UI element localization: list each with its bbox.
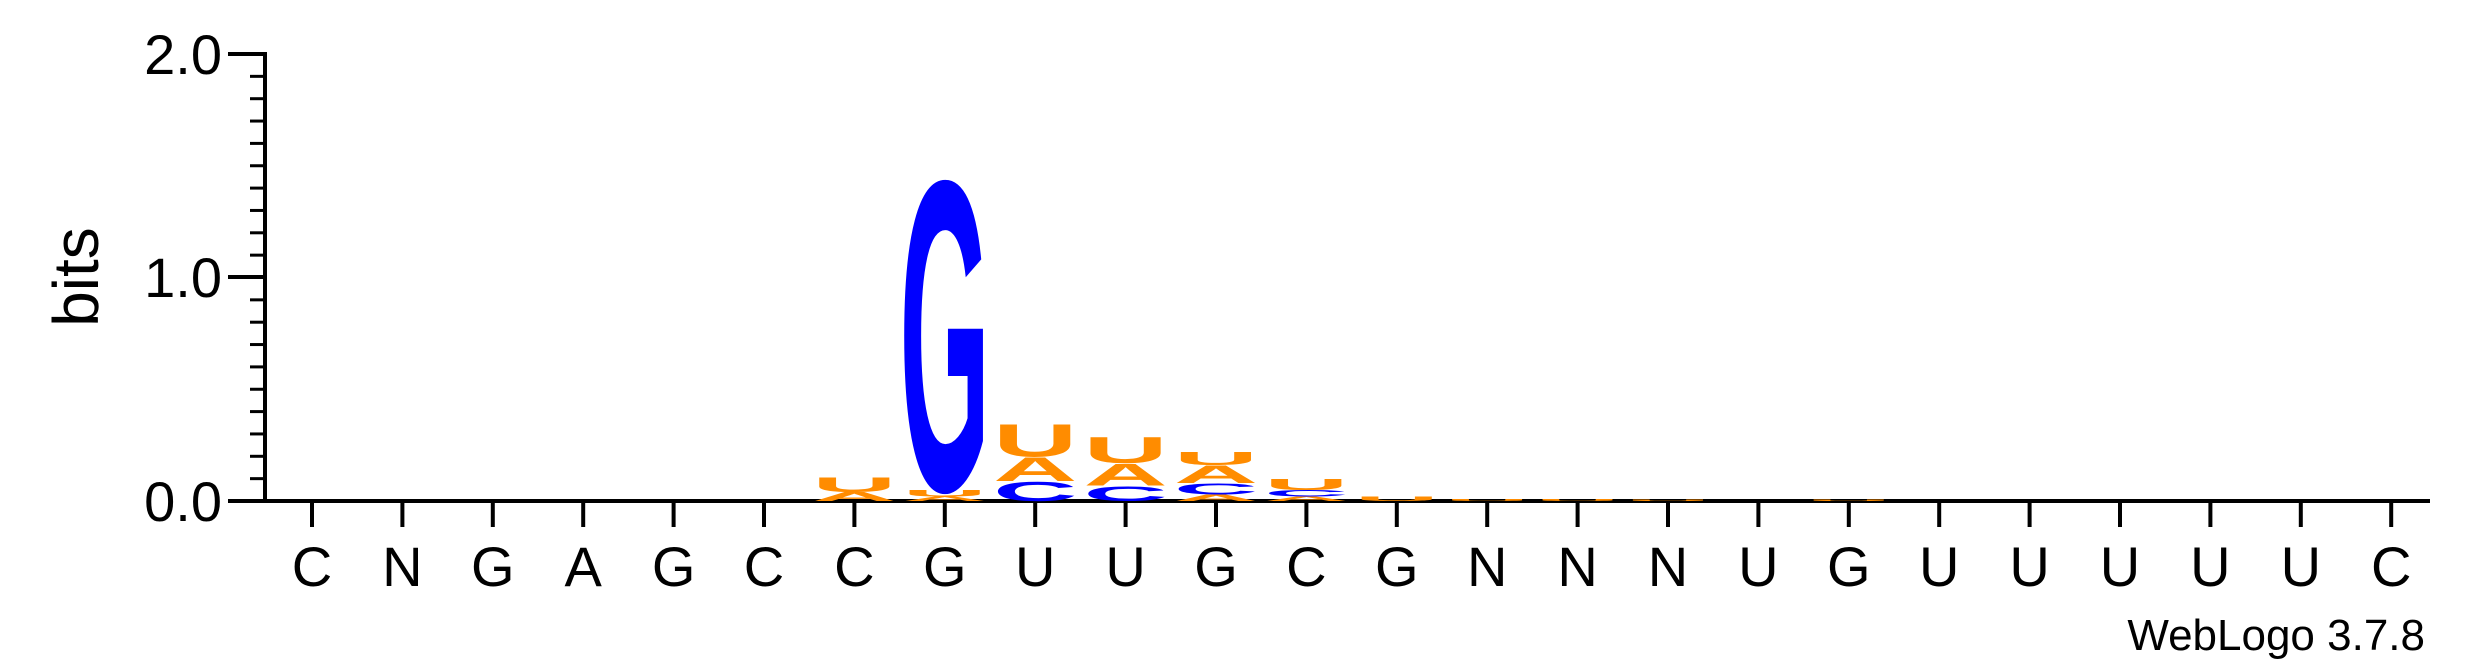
- x-tick-label: G: [1194, 535, 1238, 598]
- x-tick-label: U: [2190, 535, 2230, 598]
- x-tick-label: N: [1467, 535, 1507, 598]
- logo-letter-C: C: [1264, 488, 1348, 498]
- logo-letter-U: U: [1174, 448, 1258, 469]
- logo-letter-U: U: [1083, 430, 1167, 471]
- x-tick-label: U: [2009, 535, 2049, 598]
- logo-letter-C: C: [993, 476, 1077, 507]
- logo-letter-C: C: [1174, 480, 1258, 497]
- logo-letter-U: U: [1445, 498, 1529, 501]
- x-tick-label: G: [652, 535, 696, 598]
- x-tick-label: U: [2281, 535, 2321, 598]
- y-major-ticks: [228, 52, 265, 503]
- logo-letter-A: A: [1264, 495, 1348, 502]
- logo-letter-U: U: [1535, 498, 1619, 501]
- logo-letter-U: U: [993, 414, 1077, 466]
- x-tick-label: N: [1557, 535, 1597, 598]
- x-tick-label: G: [1827, 535, 1871, 598]
- logo-letter-A: A: [903, 495, 987, 502]
- y-tick-label-1: 1.0: [144, 246, 222, 309]
- x-tick-label: C: [1286, 535, 1326, 598]
- y-axis-label: bits: [40, 227, 112, 327]
- logo-letter-A: A: [1174, 493, 1258, 503]
- x-tick-label: U: [1015, 535, 1055, 598]
- y-axis: 0.0 1.0 2.0 bits: [40, 23, 267, 533]
- y-tick-label-2: 2.0: [144, 23, 222, 86]
- x-tick-label: G: [923, 535, 967, 598]
- x-tick-label: C: [744, 535, 784, 598]
- x-tick-label: A: [565, 535, 603, 598]
- y-minor-ticks: [250, 74, 265, 481]
- x-tick-label: U: [1738, 535, 1778, 598]
- y-tick-label-0: 0.0: [144, 470, 222, 533]
- x-tick-label: G: [1375, 535, 1419, 598]
- logo-letter-U: U: [1355, 495, 1439, 502]
- weblogo-credit: WebLogo 3.7.8: [2127, 611, 2425, 660]
- x-tick-label: U: [1919, 535, 1959, 598]
- logo-letter-C: C: [1083, 481, 1167, 505]
- x-tick-label: G: [471, 535, 515, 598]
- logo-letter-G: G: [899, 88, 990, 584]
- x-tick-label: U: [2100, 535, 2140, 598]
- x-tick-label: N: [382, 535, 422, 598]
- logo-letter-A: A: [1083, 458, 1167, 493]
- logo-letter-U: U: [1626, 500, 1710, 502]
- logo-letter-A: A: [812, 490, 896, 504]
- x-tick-label: C: [2371, 535, 2411, 598]
- x-ticks: [310, 501, 2394, 527]
- x-tick-label: C: [292, 535, 332, 598]
- logo-letter-U: U: [812, 472, 896, 496]
- x-tick-label: N: [1648, 535, 1688, 598]
- logo-letter-A: A: [993, 450, 1077, 488]
- logo-letter-A: A: [1174, 461, 1258, 489]
- logo-letter-U: U: [1807, 500, 1891, 502]
- x-tick-label: U: [1105, 535, 1145, 598]
- logo-letter-U: U: [1264, 476, 1348, 493]
- logo-letter-U: U: [903, 488, 987, 498]
- x-tick-label: C: [834, 535, 874, 598]
